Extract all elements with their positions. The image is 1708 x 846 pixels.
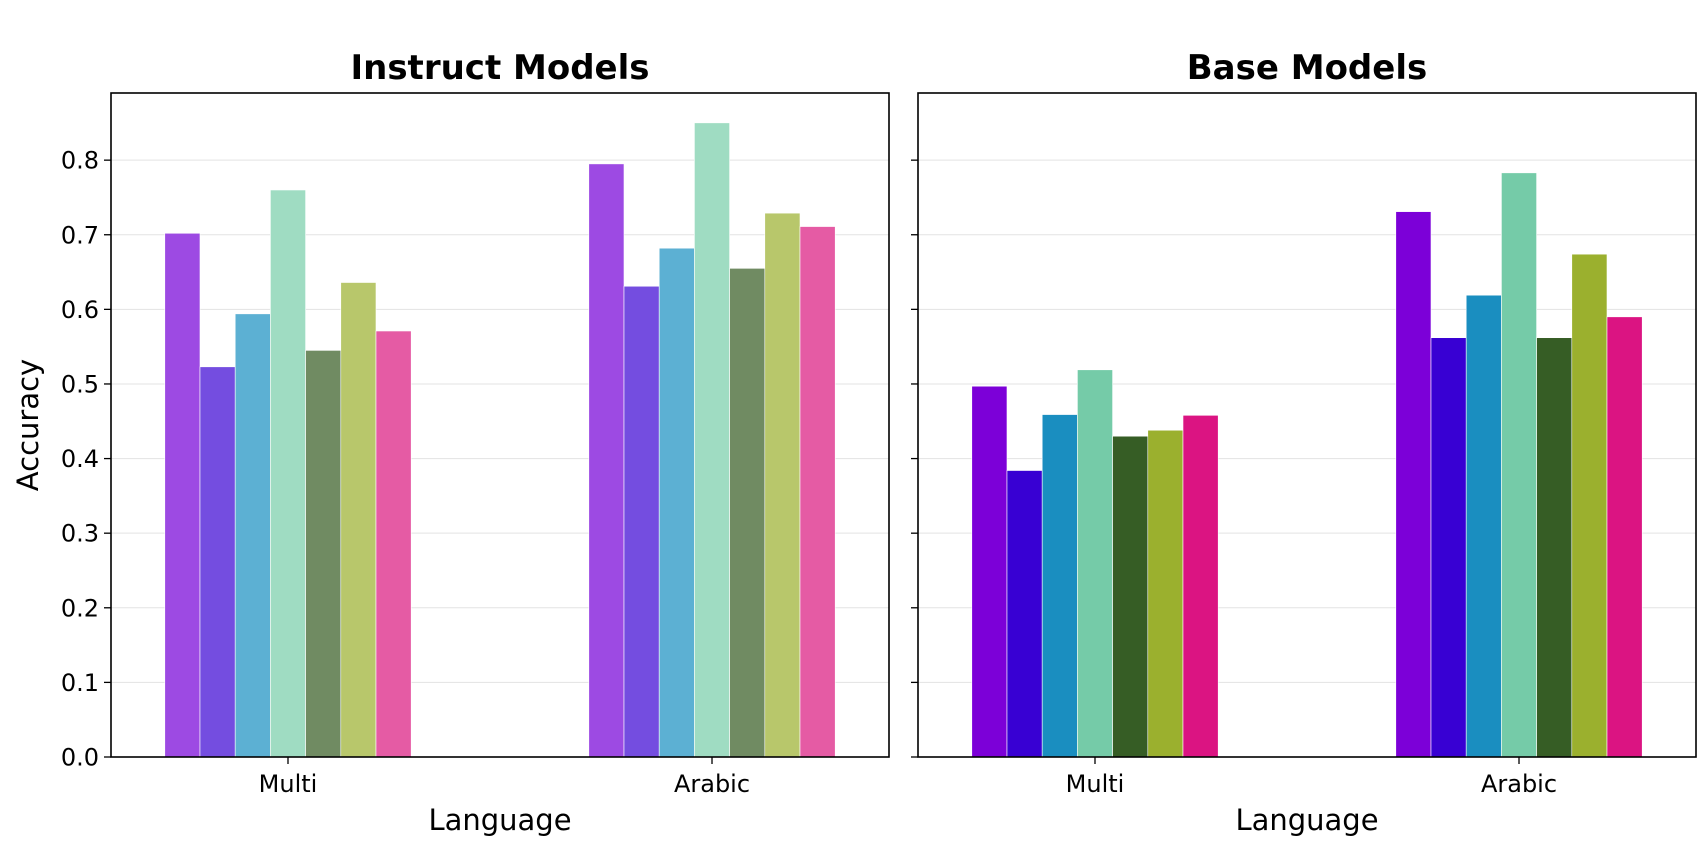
bar xyxy=(199,366,236,758)
bar xyxy=(764,212,801,758)
bar xyxy=(375,330,412,758)
bar xyxy=(623,285,660,758)
bar xyxy=(588,163,625,758)
bar xyxy=(1536,337,1573,758)
bar xyxy=(1395,211,1432,758)
bar xyxy=(1041,414,1078,758)
bar xyxy=(971,385,1008,758)
x-tick-label: Arabic xyxy=(674,770,750,798)
bar xyxy=(658,247,695,758)
bar xyxy=(729,268,766,758)
chart-panel-2: Multi Arabic Language Base Models xyxy=(911,48,1697,837)
bar xyxy=(1571,253,1608,758)
y-tick-label: 0.8 xyxy=(61,147,99,175)
x-tick-label: Multi xyxy=(259,770,318,798)
plot-frame xyxy=(917,92,1697,758)
bar xyxy=(234,313,271,758)
bar xyxy=(1147,429,1184,758)
bar xyxy=(1465,294,1502,758)
bar xyxy=(1430,337,1467,758)
bar xyxy=(340,282,377,758)
x-axis-label: Language xyxy=(428,803,571,837)
bar xyxy=(164,232,201,758)
y-tick-label: 0.5 xyxy=(61,370,99,398)
bar xyxy=(1501,172,1537,758)
bar xyxy=(1077,369,1113,758)
bar xyxy=(1606,316,1643,758)
x-tick-label: Multi xyxy=(1066,770,1125,798)
x-tick-label: Arabic xyxy=(1481,770,1557,798)
y-axis-label: Accuracy xyxy=(11,359,45,491)
plot-frame xyxy=(110,92,890,758)
y-tick-label: 0.4 xyxy=(61,445,99,473)
bar xyxy=(1006,470,1043,758)
bar xyxy=(1182,415,1219,758)
bar xyxy=(799,226,836,758)
y-tick-label: 0.1 xyxy=(61,669,99,697)
bar xyxy=(270,189,306,758)
y-tick-label: 0.2 xyxy=(61,594,99,622)
panel-title: Base Models xyxy=(1187,48,1427,88)
x-axis-label: Language xyxy=(1235,803,1378,837)
bar xyxy=(694,122,730,758)
y-tick-label: 0.3 xyxy=(61,520,99,548)
panel-title: Instruct Models xyxy=(350,48,649,88)
bar xyxy=(1112,435,1149,758)
y-tick-label: 0.7 xyxy=(61,221,99,249)
y-tick-label: 0.6 xyxy=(61,296,99,324)
y-tick-label: 0.0 xyxy=(61,744,99,772)
chart-panel-1: 0.0 0.1 0.2 0.3 0.4 0.5 0.6 0.7 0.8 Multi Arabic La… xyxy=(11,48,890,837)
bar xyxy=(305,350,342,758)
